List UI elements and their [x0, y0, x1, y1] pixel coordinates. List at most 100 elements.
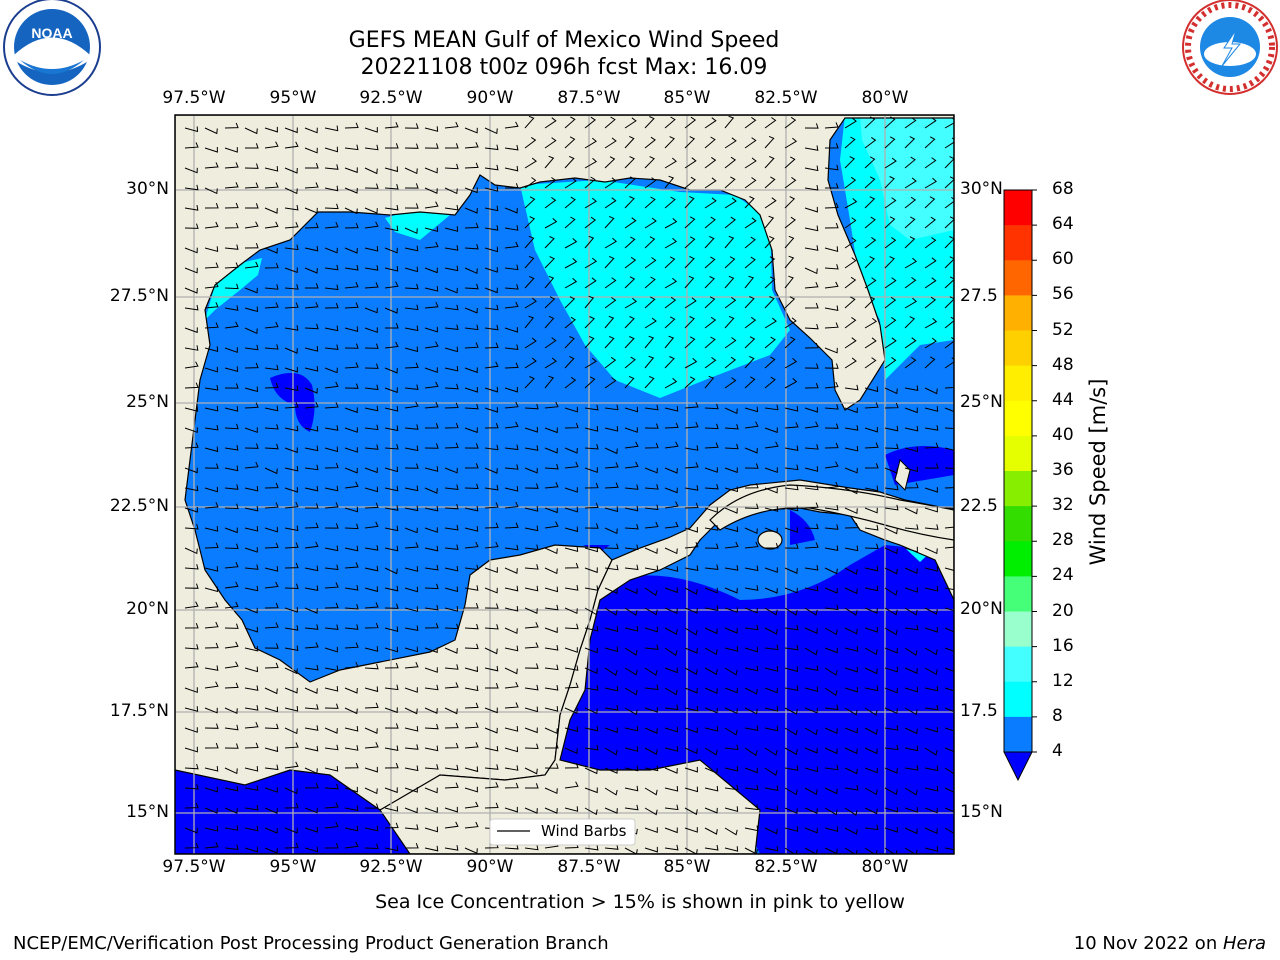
wind-barb [524, 403, 539, 410]
wind-barb [904, 587, 918, 593]
wind-barb [384, 505, 399, 511]
wind-barb [304, 503, 319, 509]
wind-barb [704, 647, 718, 656]
wind-barb [224, 807, 238, 814]
wind-barb [844, 522, 859, 529]
wind-barb [184, 706, 199, 712]
wind-barb [884, 256, 895, 269]
nws-logo [1182, 0, 1278, 95]
wind-barb [264, 364, 279, 371]
lat-label-right-6: 15°N [960, 802, 1003, 822]
wind-barb [644, 587, 658, 597]
wind-barb [264, 622, 279, 629]
wind-barb [384, 265, 399, 272]
wind-barb [384, 307, 398, 314]
wind-barb [764, 404, 779, 411]
wind-barb [624, 587, 638, 595]
wind-barb [924, 177, 938, 189]
wind-barb [344, 841, 359, 849]
wind-barb [604, 527, 618, 535]
wind-barb [824, 143, 839, 149]
wind-barb [744, 482, 759, 489]
wind-barb [684, 502, 699, 509]
wind-barb [904, 847, 918, 854]
wind-barb [924, 425, 939, 431]
wind-barb [784, 484, 799, 491]
wind-barb [924, 586, 939, 592]
wind-barb [544, 337, 557, 349]
wind-barb [344, 687, 358, 694]
wind-barb [404, 445, 419, 452]
wind-barb [644, 156, 655, 169]
wind-barb [344, 481, 359, 489]
lat-label-left-3: 22.5°N [109, 496, 169, 516]
wind-barb [324, 247, 338, 254]
wind-barb [484, 502, 499, 509]
wind-barb [204, 203, 219, 209]
lat-label-left-2: 25°N [126, 392, 169, 412]
wind-barb [704, 725, 719, 732]
wind-barb [804, 542, 819, 549]
lat-label-right-5: 17.5 [960, 701, 998, 721]
wind-barb [944, 807, 954, 813]
wind-barb [764, 845, 779, 852]
wind-barb [424, 187, 438, 194]
wind-barb [504, 501, 519, 509]
wind-barb [864, 507, 878, 514]
wind-barb [664, 136, 675, 149]
wind-barb [704, 807, 718, 814]
wind-barb [224, 202, 239, 209]
wind-barb [704, 525, 719, 531]
wind-barb [864, 524, 879, 531]
wind-barb [244, 666, 259, 673]
wind-barb [204, 262, 219, 269]
wind-barb [224, 623, 239, 629]
wind-barb [484, 287, 498, 294]
wind-barb [584, 725, 599, 732]
wind-barb [484, 361, 499, 369]
wind-barb [424, 667, 438, 673]
wind-barb [704, 216, 716, 229]
wind-barb [644, 787, 658, 796]
wind-barb [244, 626, 258, 633]
wind-barb [704, 117, 717, 129]
sea-ice-note: Sea Ice Concentration > 15% is shown in … [375, 891, 905, 913]
wind-barb [204, 221, 219, 229]
wind-barb [324, 665, 339, 672]
wind-barb [364, 384, 379, 391]
wind-barb [364, 521, 379, 529]
wind-barb [424, 201, 439, 209]
wind-barb [324, 125, 339, 132]
wind-barb [344, 281, 359, 289]
wind-barb [904, 787, 918, 796]
wind-barb [744, 447, 758, 454]
wind-barb [184, 783, 199, 790]
wind-barb [324, 402, 339, 409]
wind-barb [844, 467, 858, 474]
wind-barb [504, 726, 519, 732]
wind-barb [184, 304, 199, 311]
wind-barb [864, 585, 879, 592]
wind-barb [524, 115, 535, 129]
wind-barb [584, 197, 597, 209]
wind-barb [445, 143, 459, 149]
wind-barb [784, 357, 798, 369]
wind-barb [204, 807, 218, 814]
wind-barb [924, 117, 937, 129]
wind-barb [564, 781, 579, 789]
wind-barb [464, 386, 478, 393]
wind-barb [324, 462, 339, 469]
wind-barb [484, 422, 499, 429]
wind-barb [864, 296, 876, 309]
wind-barb [424, 341, 439, 349]
wind-barb [504, 746, 519, 753]
wind-barb [384, 723, 399, 729]
wind-barb [284, 842, 299, 849]
wind-barb [464, 541, 479, 549]
wind-barb [304, 323, 319, 330]
wind-barb [864, 787, 878, 796]
wind-barb [824, 826, 839, 832]
wind-barb [604, 705, 619, 711]
wind-barb [544, 482, 559, 489]
wind-barb [684, 462, 699, 469]
